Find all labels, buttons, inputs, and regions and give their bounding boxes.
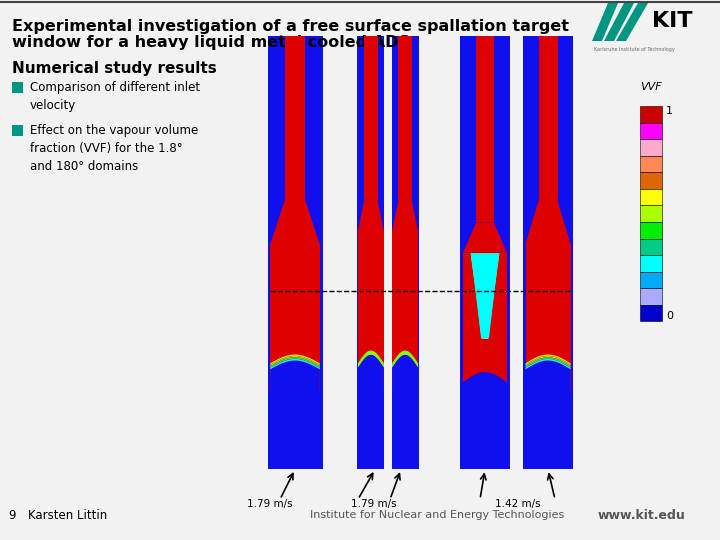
Bar: [640, 222, 662, 239]
Bar: [640, 205, 662, 222]
Bar: [640, 123, 662, 139]
Polygon shape: [526, 359, 570, 369]
Text: 1.79 m/s: 1.79 m/s: [351, 500, 400, 509]
Text: VVF: VVF: [640, 82, 662, 92]
Polygon shape: [358, 353, 384, 367]
Text: Comparison of different inlet
velocity: Comparison of different inlet velocity: [30, 81, 200, 112]
Polygon shape: [526, 357, 570, 368]
Bar: [398, 36, 412, 201]
Bar: [268, 36, 323, 469]
Polygon shape: [270, 359, 320, 369]
Text: 0: 0: [666, 311, 673, 321]
Bar: [640, 239, 662, 255]
Polygon shape: [592, 3, 618, 41]
Polygon shape: [471, 254, 499, 339]
Text: Institute for Nuclear and Energy Technologies: Institute for Nuclear and Energy Technol…: [310, 510, 564, 520]
Bar: [640, 305, 662, 321]
Polygon shape: [270, 201, 320, 244]
Bar: [357, 36, 384, 469]
Polygon shape: [358, 355, 384, 392]
Text: www.kit.edu: www.kit.edu: [598, 509, 685, 522]
Bar: [640, 272, 662, 288]
Polygon shape: [392, 355, 418, 392]
Text: Karlsruhe Institute of Technology: Karlsruhe Institute of Technology: [594, 47, 675, 52]
Polygon shape: [526, 201, 570, 244]
Text: KIT: KIT: [652, 11, 693, 31]
Bar: [460, 36, 510, 469]
Polygon shape: [270, 361, 320, 392]
Bar: [392, 231, 418, 392]
Bar: [364, 36, 378, 201]
Bar: [539, 36, 557, 201]
Polygon shape: [270, 357, 320, 368]
Text: 9: 9: [8, 509, 16, 522]
Bar: [284, 36, 305, 201]
Polygon shape: [270, 356, 320, 366]
Polygon shape: [526, 361, 570, 392]
Polygon shape: [392, 201, 418, 231]
Bar: [476, 36, 494, 222]
Text: 1: 1: [666, 106, 673, 116]
Bar: [640, 288, 662, 305]
Bar: [392, 36, 418, 469]
Polygon shape: [358, 350, 384, 367]
Polygon shape: [358, 201, 384, 231]
Bar: [463, 253, 507, 400]
Polygon shape: [470, 253, 500, 339]
Bar: [640, 255, 662, 272]
Polygon shape: [463, 372, 507, 400]
Bar: [358, 231, 384, 392]
Polygon shape: [470, 253, 500, 339]
Polygon shape: [604, 3, 634, 41]
Text: 1.42 m/s: 1.42 m/s: [495, 500, 541, 509]
Polygon shape: [463, 222, 507, 253]
Text: 1.79 m/s: 1.79 m/s: [247, 500, 293, 509]
Bar: [12, 82, 23, 93]
Polygon shape: [392, 350, 418, 367]
Bar: [270, 244, 320, 392]
Polygon shape: [392, 353, 418, 367]
Polygon shape: [270, 355, 320, 365]
Bar: [526, 244, 570, 392]
Bar: [12, 125, 23, 136]
Text: Effect on the vapour volume
fraction (VVF) for the 1.8°
and 180° domains: Effect on the vapour volume fraction (VV…: [30, 124, 198, 173]
Bar: [640, 156, 662, 172]
Bar: [640, 189, 662, 205]
Polygon shape: [472, 254, 498, 338]
Polygon shape: [526, 355, 570, 365]
Bar: [523, 36, 573, 469]
Polygon shape: [526, 356, 570, 366]
Polygon shape: [616, 3, 648, 41]
Bar: [640, 172, 662, 189]
Text: Karsten Littin: Karsten Littin: [28, 509, 107, 522]
Text: Numerical study results: Numerical study results: [12, 61, 217, 76]
Text: window for a heavy liquid metal cooled ADS: window for a heavy liquid metal cooled A…: [12, 35, 410, 50]
Bar: [640, 139, 662, 156]
Bar: [640, 106, 662, 123]
Text: Experimental investigation of a free surface spallation target: Experimental investigation of a free sur…: [12, 19, 569, 34]
